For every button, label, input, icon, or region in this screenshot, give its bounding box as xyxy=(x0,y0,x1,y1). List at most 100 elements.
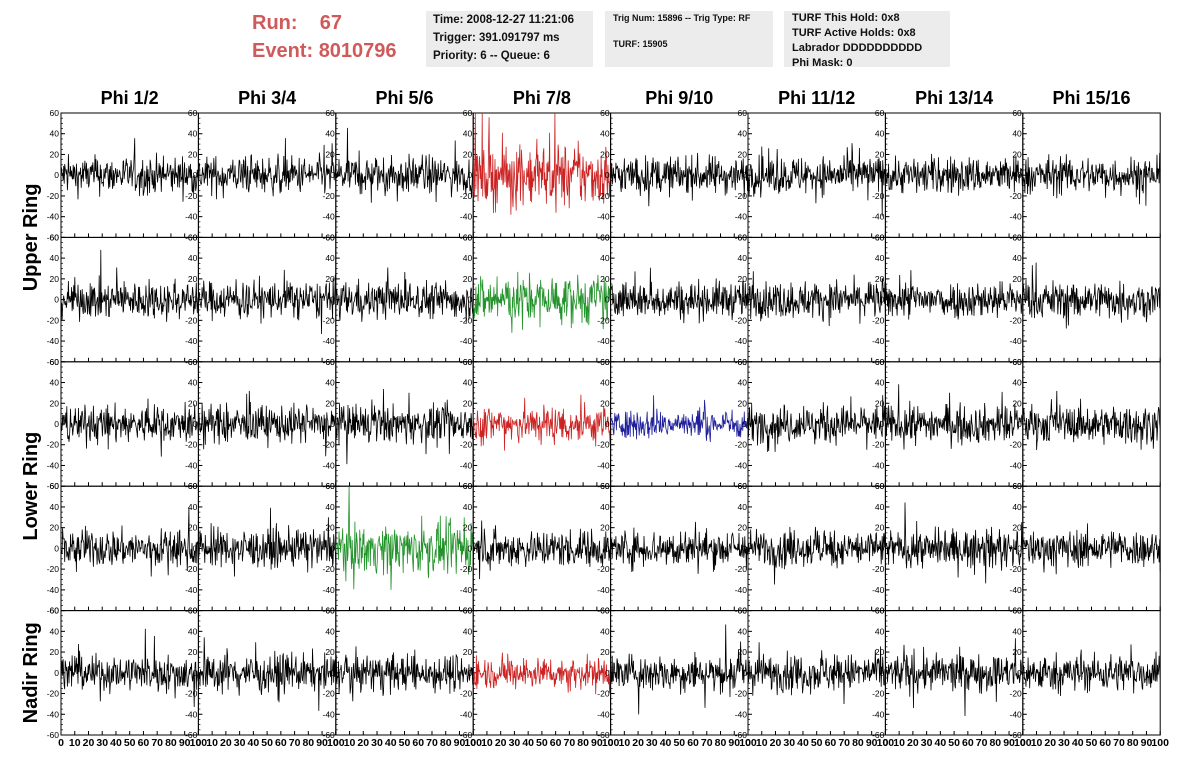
y-tick-label: 20 xyxy=(325,398,335,408)
y-tick-label: -40 xyxy=(1010,212,1023,222)
y-tick-label: -20 xyxy=(735,315,748,325)
x-tick-label: 50 xyxy=(536,737,548,749)
y-tick-label: -40 xyxy=(323,212,336,222)
y-tick-label: 0 xyxy=(742,295,747,305)
waveform-trace xyxy=(335,267,474,323)
y-tick-label: -20 xyxy=(1010,564,1023,574)
y-tick-label: 40 xyxy=(463,129,473,139)
y-tick-label: -20 xyxy=(735,564,748,574)
x-tick-label: 80 xyxy=(989,737,1001,749)
y-tick-label: -60 xyxy=(735,730,748,740)
y-tick-label: 60 xyxy=(463,108,473,118)
y-tick-label: -40 xyxy=(185,585,198,595)
x-tick-label: 0 xyxy=(882,737,888,749)
x-tick-label: 10 xyxy=(481,737,493,749)
x-tick-label: 70 xyxy=(1113,737,1125,749)
event-label: Event: xyxy=(252,40,314,62)
y-tick-label: -40 xyxy=(185,212,198,222)
turf-text: TURF: 15905 xyxy=(613,39,668,49)
y-tick-label: 40 xyxy=(50,502,60,512)
y-tick-label: 40 xyxy=(875,502,885,512)
y-tick-label: 60 xyxy=(1012,357,1022,367)
x-tick-label: 90 xyxy=(316,737,328,749)
y-tick-label: 40 xyxy=(738,253,748,263)
waveform-trace xyxy=(610,624,749,715)
y-tick-label: -20 xyxy=(872,689,885,699)
y-tick-label: 60 xyxy=(50,606,60,616)
y-tick-label: -20 xyxy=(597,191,610,201)
y-tick-label: 0 xyxy=(1017,668,1022,678)
y-tick-label: -60 xyxy=(872,730,885,740)
y-tick-label: 60 xyxy=(1012,481,1022,491)
phi-mask-text: Phi Mask: 0 xyxy=(792,57,853,69)
y-tick-label: 20 xyxy=(50,398,60,408)
y-tick-label: -40 xyxy=(185,460,198,470)
x-tick-label: 70 xyxy=(289,737,301,749)
y-tick-label: 20 xyxy=(325,274,335,284)
waveform-trace xyxy=(1022,644,1161,697)
column-header: Phi 3/4 xyxy=(238,88,296,108)
y-tick-label: -20 xyxy=(185,440,198,450)
row-label: Upper Ring xyxy=(20,184,42,292)
y-tick-label: 0 xyxy=(880,419,885,429)
y-tick-label: 0 xyxy=(880,295,885,305)
y-tick-label: 20 xyxy=(188,149,198,159)
y-tick-label: 0 xyxy=(605,419,610,429)
y-tick-label: 40 xyxy=(1012,378,1022,388)
y-tick-label: -20 xyxy=(872,564,885,574)
y-tick-label: 20 xyxy=(325,647,335,657)
x-tick-label: 10 xyxy=(618,737,630,749)
y-tick-label: 20 xyxy=(600,149,610,159)
y-tick-label: 40 xyxy=(600,253,610,263)
x-tick-label: 90 xyxy=(728,737,740,749)
waveform-trace xyxy=(1022,390,1161,451)
y-tick-label: 60 xyxy=(600,108,610,118)
x-tick-label: 50 xyxy=(673,737,685,749)
y-tick-label: -20 xyxy=(872,191,885,201)
y-tick-label: 0 xyxy=(605,543,610,553)
y-tick-label: 60 xyxy=(1012,232,1022,242)
x-tick-label: 30 xyxy=(371,737,383,749)
y-tick-label: 60 xyxy=(50,232,60,242)
column-header: Phi 5/6 xyxy=(375,88,433,108)
y-tick-label: -20 xyxy=(47,689,60,699)
priority-text: Priority: 6 -- Queue: 6 xyxy=(433,50,550,62)
x-tick-label: 50 xyxy=(948,737,960,749)
y-tick-label: 20 xyxy=(50,149,60,159)
y-tick-label: 60 xyxy=(1012,108,1022,118)
x-tick-label: 0 xyxy=(58,737,64,749)
x-tick-label: 70 xyxy=(976,737,988,749)
trig-num-text: Trig Num: 15896 -- Trig Type: RF xyxy=(613,13,751,23)
y-tick-label: 20 xyxy=(875,647,885,657)
y-tick-label: 20 xyxy=(325,523,335,533)
x-tick-label: 40 xyxy=(1072,737,1084,749)
y-tick-label: 20 xyxy=(463,274,473,284)
x-tick-label: 50 xyxy=(811,737,823,749)
y-tick-label: 40 xyxy=(738,129,748,139)
y-tick-label: 0 xyxy=(742,668,747,678)
column-header: Phi 11/12 xyxy=(778,88,855,108)
x-tick-label: 0 xyxy=(195,737,201,749)
y-tick-label: 40 xyxy=(875,626,885,636)
y-tick-label: 20 xyxy=(1012,274,1022,284)
x-tick-label: 0 xyxy=(745,737,751,749)
y-tick-label: -20 xyxy=(185,564,198,574)
y-tick-label: 20 xyxy=(188,647,198,657)
y-tick-label: -60 xyxy=(47,481,60,491)
waveform-trace xyxy=(335,486,474,590)
y-tick-label: 60 xyxy=(463,357,473,367)
x-tick-label: 10 xyxy=(69,737,81,749)
x-tick-label: 50 xyxy=(1086,737,1098,749)
x-tick-label: 60 xyxy=(687,737,699,749)
x-tick-label: 100 xyxy=(602,737,620,749)
y-tick-label: -40 xyxy=(323,336,336,346)
x-tick-label: 10 xyxy=(206,737,218,749)
y-tick-label: 60 xyxy=(738,357,748,367)
x-tick-label: 80 xyxy=(852,737,864,749)
y-tick-label: 20 xyxy=(600,274,610,284)
x-tick-label: 60 xyxy=(275,737,287,749)
x-tick-label: 20 xyxy=(770,737,782,749)
y-tick-label: 40 xyxy=(325,378,335,388)
waveform-trace xyxy=(198,390,337,457)
x-tick-label: 70 xyxy=(564,737,576,749)
